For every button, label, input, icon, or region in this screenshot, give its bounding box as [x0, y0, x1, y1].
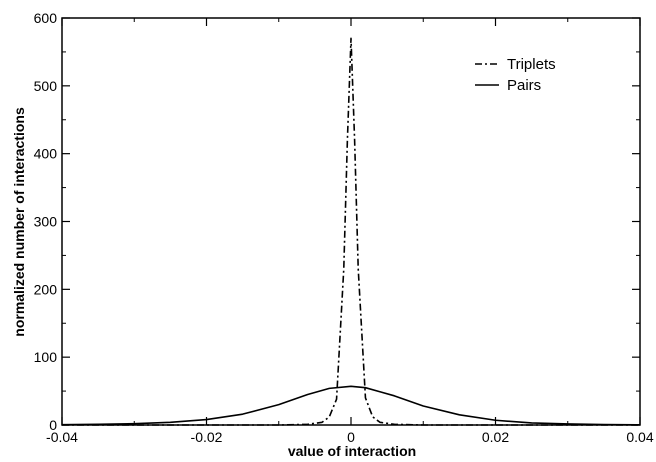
y-tick-label: 200	[34, 281, 58, 297]
x-tick-label: 0	[347, 429, 355, 445]
y-tick-label: 500	[34, 78, 58, 94]
legend-label-pairs: Pairs	[507, 77, 541, 94]
x-tick-label: 0.02	[482, 429, 509, 445]
plot-border	[61, 17, 641, 426]
y-tick-label: 0	[49, 417, 57, 433]
plot-frame	[61, 17, 641, 426]
y-tick-label: 400	[34, 146, 58, 162]
x-axis-title: value of interaction	[288, 443, 416, 459]
legend-label-triplets: Triplets	[507, 56, 556, 73]
series-line-pairs	[61, 385, 641, 426]
axis-ticks: -0.04 -0.02 0 0.02 0.04 0 100 200 300 400 500 600	[34, 10, 654, 445]
y-tick-label: 300	[34, 214, 58, 230]
series-lines	[61, 37, 641, 426]
y-tick-label: 600	[34, 10, 58, 26]
y-tick-label: 100	[34, 349, 58, 365]
x-tick-label: -0.02	[191, 429, 223, 445]
x-tick-label: -0.04	[46, 429, 78, 445]
x-tick-label: 0.04	[626, 429, 653, 445]
legend: Triplets Pairs	[475, 56, 556, 94]
series-line-triplets	[62, 37, 640, 426]
y-axis-title: normalized number of interactions	[11, 107, 27, 337]
